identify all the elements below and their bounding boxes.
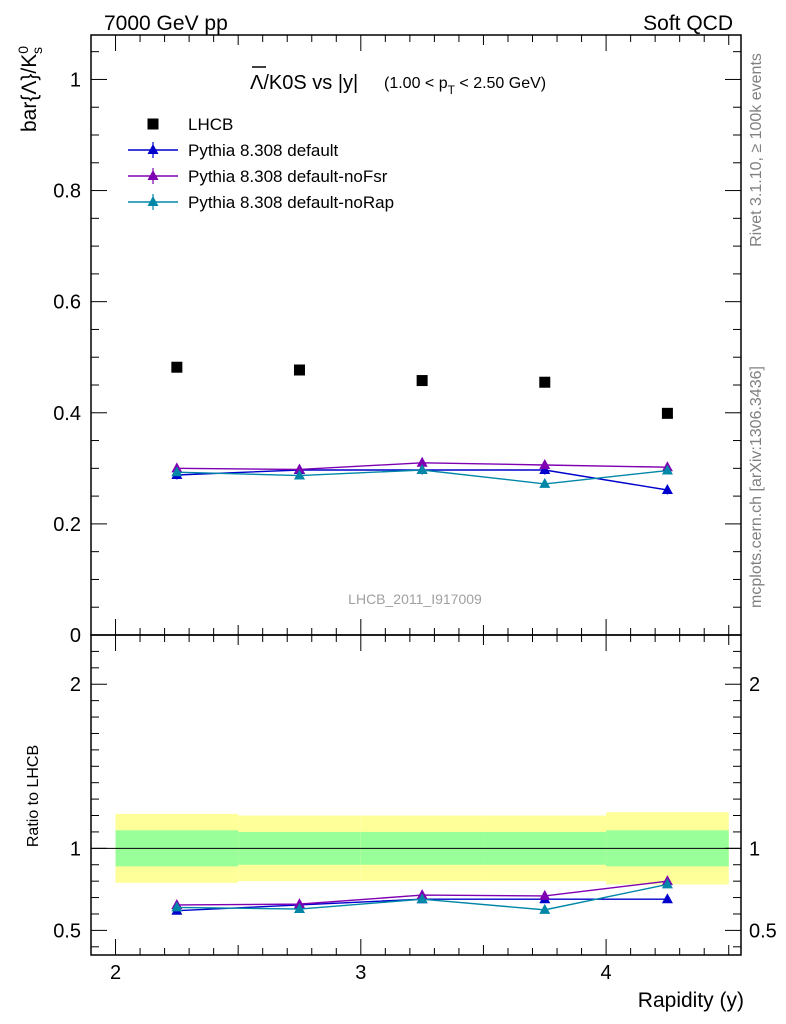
- x-tick-label: 4: [601, 962, 612, 984]
- ratio-frame: [90, 634, 742, 956]
- main-ylabel-sup: 0: [15, 46, 31, 54]
- header-right-label: Soft QCD: [643, 12, 733, 35]
- analysis-watermark: LHCB_2011_I917009: [348, 591, 482, 607]
- ratio-data-point: [539, 889, 551, 900]
- y-tick-label: 0.6: [53, 292, 81, 314]
- y-tick-label: 0.4: [53, 403, 81, 425]
- title-cut-sub: T: [448, 83, 456, 97]
- legend-label: Pythia 8.308 default-noRap: [188, 193, 394, 212]
- title-rest: /K0S vs |y|: [263, 72, 358, 94]
- main-ylabel-sub: s: [29, 47, 45, 54]
- ratio-data-point: [293, 903, 305, 914]
- rivet-side-label: Rivet 3.1.10, ≥ 100k events: [748, 53, 765, 247]
- mc-data-point: [171, 466, 183, 477]
- mc-data-point: [293, 463, 305, 474]
- chart-title: Λ/K0S vs |y| (1.00 < pT < 2.50 GeV): [250, 66, 546, 97]
- ratio-data-point: [661, 893, 673, 904]
- ratio-y-tick-label-right: 1: [749, 838, 760, 860]
- y-tick-label: 1: [70, 69, 81, 91]
- mc-data-point: [416, 464, 428, 474]
- mc-data-point: [293, 469, 305, 480]
- legend-label: Pythia 8.308 default: [188, 141, 339, 160]
- y-tick-label: 0.8: [53, 181, 81, 203]
- ratio-y-axis-label: Ratio to LHCB: [25, 745, 42, 847]
- ratio-y-tick-label: 2: [70, 674, 81, 696]
- title-bar-glyph: Λ: [250, 72, 264, 94]
- legend: LHCB Pythia 8.308 default Pythia 8.308 def…: [128, 115, 394, 212]
- legend-marker-triangle: [147, 170, 159, 180]
- x-tick-label: 3: [355, 962, 366, 984]
- mcplots-side-label: mcplots.cern.ch [arXiv:1306.3436]: [748, 366, 765, 608]
- svg-text:(1.00 < pT < 2.50 GeV): (1.00 < pT < 2.50 GeV): [384, 75, 546, 97]
- lhcb-data-point: [661, 407, 673, 419]
- lhcb-data-point: [171, 361, 183, 373]
- title-cut-suffix: < 2.50 GeV): [455, 75, 546, 92]
- legend-marker-square: [147, 118, 159, 130]
- ratio-data-point: [416, 893, 428, 904]
- ratio-y-tick-label-right: 2: [749, 674, 760, 696]
- lhcb-data-point: [539, 376, 551, 388]
- ratio-y-tick-label-right: 0.5: [749, 920, 777, 942]
- mc-data-point: [539, 477, 551, 488]
- legend-marker-triangle: [147, 144, 159, 154]
- y-tick-label: 0.2: [53, 514, 81, 536]
- ratio-y-tick-label: 1: [70, 838, 81, 860]
- y-tick-label: 0: [70, 625, 81, 647]
- x-axis-label: Rapidity (y): [638, 989, 744, 1012]
- main-y-axis-label: bar{Λ}/K0s: [15, 46, 45, 132]
- header-left-label: 7000 GeV pp: [104, 12, 228, 35]
- legend-marker-triangle: [147, 196, 159, 206]
- ratio-data-point: [661, 878, 673, 889]
- mc-data-point: [416, 456, 428, 467]
- x-tick-label: 2: [110, 962, 121, 984]
- title-cut-prefix: (1.00 < p: [384, 75, 448, 92]
- lhcb-data-point: [293, 364, 305, 376]
- ratio-data-point: [171, 901, 183, 912]
- ratio-y-tick-label: 0.5: [53, 920, 81, 942]
- mc-data-point: [661, 484, 673, 494]
- lhcb-data-point: [416, 375, 428, 387]
- ratio-data-point: [539, 903, 551, 914]
- svg-text:bar{Λ}/K0s: bar{Λ}/K0s: [15, 46, 45, 132]
- main-ylabel-base: bar{Λ}/K: [18, 54, 41, 132]
- legend-label: LHCB: [188, 115, 233, 134]
- svg-text:Λ/K0S vs |y|: Λ/K0S vs |y|: [250, 72, 358, 94]
- ratio-plot-panel: 2 3 4 0.5 0.5 1 1 2 2: [53, 634, 777, 984]
- legend-label: Pythia 8.308 default-noFsr: [188, 167, 388, 186]
- mc-data-point: [539, 459, 551, 469]
- mc-data-point: [661, 464, 673, 475]
- main-plot-panel: 0 0.2 0.4 0.6 0.8 1: [53, 34, 742, 647]
